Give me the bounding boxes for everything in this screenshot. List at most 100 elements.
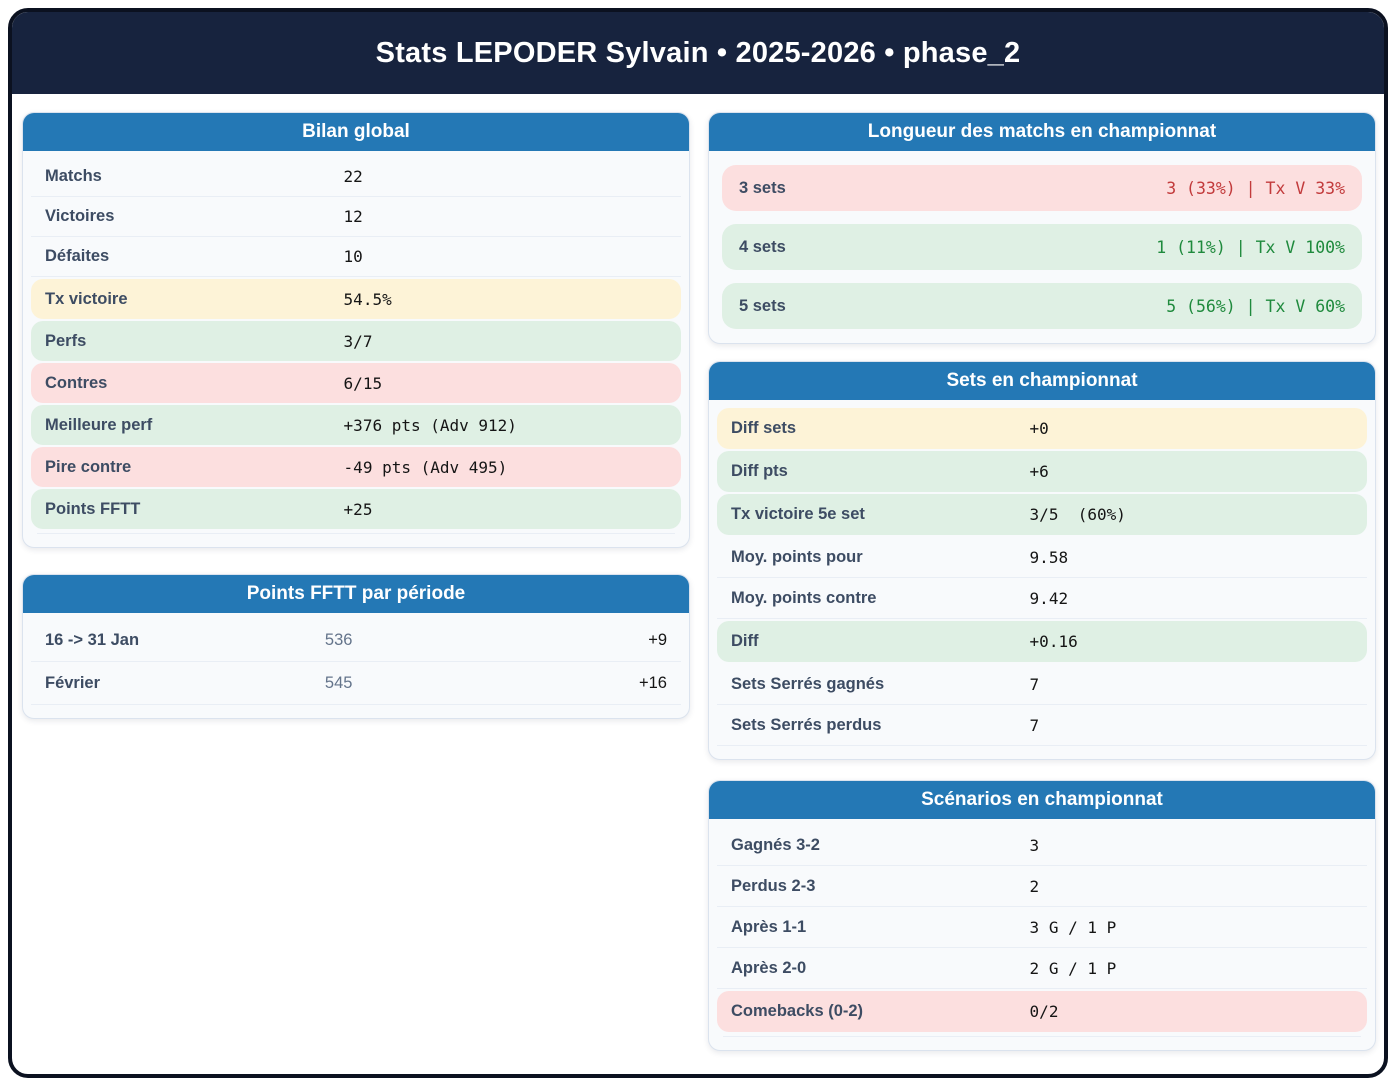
content: Bilan global Matchs 22 Victoires 12 Défa… xyxy=(12,94,1384,1051)
stat-value: 5 (56%) | Tx V 60% xyxy=(1166,296,1345,316)
longueur-card-body: 3 sets 3 (33%) | Tx V 33% 4 sets 1 (11%)… xyxy=(709,151,1375,343)
stat-value: 7 xyxy=(1029,674,1040,694)
stat-row: 3 sets 3 (33%) | Tx V 33% xyxy=(722,165,1362,211)
stat-row: Tx victoire 5e set 3/5 (60%) xyxy=(717,494,1367,535)
stat-value: 22 xyxy=(343,167,363,186)
stat-label: Diff pts xyxy=(731,462,788,480)
sets-championnat-card: Sets en championnat Diff sets +0 Diff pt… xyxy=(708,361,1376,760)
period-label: 16 -> 31 Jan xyxy=(45,630,140,649)
period-points: 545 xyxy=(324,673,353,692)
stat-value: 10 xyxy=(343,247,363,266)
left-column: Bilan global Matchs 22 Victoires 12 Défa… xyxy=(22,112,690,719)
stat-value: 6/15 xyxy=(343,373,383,393)
stat-label: Victoires xyxy=(45,207,115,225)
stat-row: Après 2-0 2 G / 1 P xyxy=(717,948,1367,989)
stat-label: Meilleure perf xyxy=(45,415,153,434)
stat-label: 4 sets xyxy=(739,237,786,256)
stat-row: Moy. points contre 9.42 xyxy=(717,578,1367,619)
card-title-bilan: Bilan global xyxy=(23,113,689,151)
stat-row: Meilleure perf +376 pts (Adv 912) xyxy=(31,405,681,445)
bilan-card-body: Matchs 22 Victoires 12 Défaites 10 Tx vi… xyxy=(23,151,689,547)
stat-value: 1 (11%) | Tx V 100% xyxy=(1156,237,1345,257)
stat-row: Points FFTT +25 xyxy=(31,489,681,529)
stat-label: Moy. points contre xyxy=(731,588,877,607)
stat-row: Tx victoire 54.5% xyxy=(31,279,681,319)
stat-row: Perdus 2-3 2 xyxy=(717,866,1367,907)
longueur-matchs-card: Longueur des matchs en championnat 3 set… xyxy=(708,112,1376,344)
stat-label: Gagnés 3-2 xyxy=(731,835,820,854)
stat-value: 3 G / 1 P xyxy=(1029,917,1117,937)
stat-value: 3 xyxy=(1029,835,1040,855)
stat-row: 16 -> 31 Jan 536 +9 xyxy=(31,619,681,662)
stat-row: Victoires 12 xyxy=(31,197,681,237)
stat-label: 5 sets xyxy=(739,296,786,315)
stat-value: -49 pts (Adv 495) xyxy=(343,457,508,477)
stat-value: +0.16 xyxy=(1029,632,1078,651)
period-label: Février xyxy=(45,673,101,692)
stat-row: Diff pts +6 xyxy=(717,451,1367,492)
stat-value: +0 xyxy=(1029,419,1049,438)
stat-row: Diff +0.16 xyxy=(717,621,1367,662)
stat-row: Perfs 3/7 xyxy=(31,321,681,361)
stat-value: 12 xyxy=(343,207,363,226)
stat-value: 2 xyxy=(1029,876,1040,896)
stat-label: Diff xyxy=(731,632,759,650)
stat-label: Après 1-1 xyxy=(731,917,807,936)
stat-value: 0/2 xyxy=(1029,1002,1059,1021)
stat-value: 54.5% xyxy=(343,289,392,309)
period-delta: +9 xyxy=(648,630,667,649)
stat-value: 3/7 xyxy=(343,331,373,351)
bilan-global-card: Bilan global Matchs 22 Victoires 12 Défa… xyxy=(22,112,690,548)
stat-label: Moy. points pour xyxy=(731,547,863,566)
stat-label: Pire contre xyxy=(45,457,132,476)
stat-row: Pire contre -49 pts (Adv 495) xyxy=(31,447,681,487)
divider xyxy=(723,1036,1361,1037)
period-delta: +16 xyxy=(639,673,667,692)
scenarios-championnat-card: Scénarios en championnat Gagnés 3-2 3 Pe… xyxy=(708,780,1376,1051)
stat-value: 2 G / 1 P xyxy=(1029,958,1117,978)
stat-value: 9.58 xyxy=(1029,547,1069,567)
stat-row: Défaites 10 xyxy=(31,237,681,277)
stat-label: Contres xyxy=(45,373,108,392)
stat-label: 3 sets xyxy=(739,178,786,197)
card-title-longueur: Longueur des matchs en championnat xyxy=(709,113,1375,151)
stat-row: Sets Serrés gagnés 7 xyxy=(717,664,1367,705)
stat-row: Moy. points pour 9.58 xyxy=(717,537,1367,578)
points-periode-card-body: 16 -> 31 Jan 536 +9 Février 545 +16 xyxy=(23,613,689,718)
period-points: 536 xyxy=(324,630,353,649)
stat-row: Gagnés 3-2 3 xyxy=(717,825,1367,866)
stat-value: 3/5 (60%) xyxy=(1029,505,1126,524)
stat-label: Après 2-0 xyxy=(731,958,807,977)
stat-label: Sets Serrés perdus xyxy=(731,715,882,734)
stats-page: Stats LEPODER Sylvain • 2025-2026 • phas… xyxy=(8,8,1388,1078)
page-header: Stats LEPODER Sylvain • 2025-2026 • phas… xyxy=(12,12,1384,94)
card-title-scenarios: Scénarios en championnat xyxy=(709,781,1375,819)
stat-row: Comebacks (0-2) 0/2 xyxy=(717,991,1367,1032)
divider xyxy=(37,533,675,534)
stat-row: 5 sets 5 (56%) | Tx V 60% xyxy=(722,283,1362,329)
stat-label: Tx victoire xyxy=(45,289,128,308)
stat-row: 4 sets 1 (11%) | Tx V 100% xyxy=(722,224,1362,270)
stat-label: Matchs xyxy=(45,167,102,185)
stat-value: 3 (33%) | Tx V 33% xyxy=(1166,178,1345,198)
stat-label: Tx victoire 5e set xyxy=(731,505,865,523)
stat-value: +25 xyxy=(343,499,373,519)
stat-row: Après 1-1 3 G / 1 P xyxy=(717,907,1367,948)
stat-label: Sets Serrés gagnés xyxy=(731,674,885,693)
sets-card-body: Diff sets +0 Diff pts +6 Tx victoire 5e … xyxy=(709,400,1375,759)
card-title-points-periode: Points FFTT par période xyxy=(23,575,689,613)
stat-row: Matchs 22 xyxy=(31,157,681,197)
right-column: Longueur des matchs en championnat 3 set… xyxy=(708,112,1376,1051)
stat-row: Sets Serrés perdus 7 xyxy=(717,705,1367,746)
scenarios-card-body: Gagnés 3-2 3 Perdus 2-3 2 Après 1-1 3 G … xyxy=(709,819,1375,1050)
stat-value: +376 pts (Adv 912) xyxy=(343,415,517,435)
stat-label: Défaites xyxy=(45,247,110,265)
stat-row: Février 545 +16 xyxy=(31,662,681,705)
stat-label: Comebacks (0-2) xyxy=(731,1002,864,1020)
stat-label: Points FFTT xyxy=(45,499,141,518)
stat-label: Perfs xyxy=(45,331,87,350)
stat-label: Perdus 2-3 xyxy=(731,876,816,895)
card-title-sets: Sets en championnat xyxy=(709,362,1375,400)
points-fftt-periode-card: Points FFTT par période 16 -> 31 Jan 536… xyxy=(22,574,690,719)
page-title: Stats LEPODER Sylvain • 2025-2026 • phas… xyxy=(375,36,1021,69)
